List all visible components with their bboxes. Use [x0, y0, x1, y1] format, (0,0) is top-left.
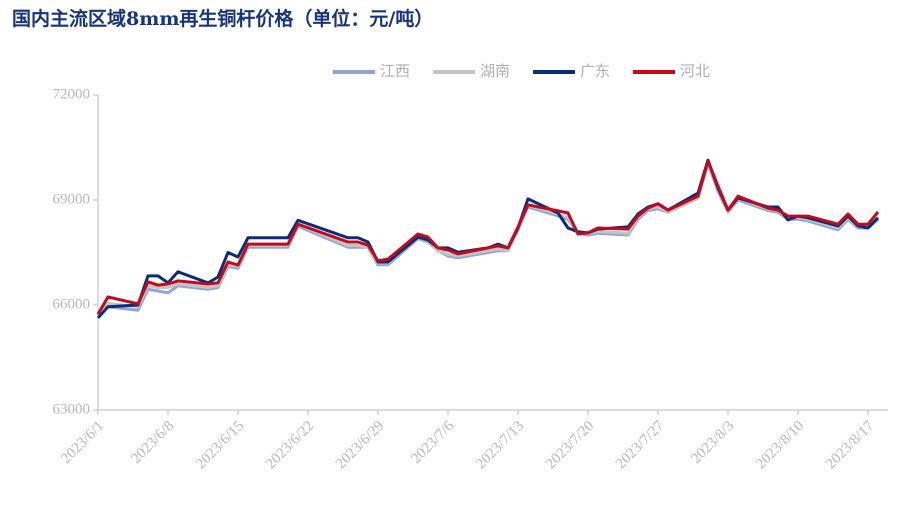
chart-title: 国内主流区域8mm再生铜杆价格（单位：元/吨） [12, 7, 433, 30]
x-tick-label: 2023/6/1 [58, 418, 107, 467]
x-tick-label: 2023/6/15 [193, 418, 247, 472]
y-tick-label: 72000 [53, 86, 91, 102]
series-line [96, 159, 880, 315]
x-tick-label: 2023/8/10 [753, 418, 807, 472]
y-tick-label: 63000 [53, 401, 91, 417]
series-line [96, 160, 879, 315]
series-line [96, 158, 880, 319]
x-tick-label: 2023/7/13 [473, 418, 527, 472]
legend-label: 湖南 [480, 62, 510, 80]
x-tick-label: 2023/8/17 [823, 418, 878, 473]
x-tick-label: 2023/7/20 [543, 418, 597, 472]
x-tick-label: 2023/6/22 [263, 418, 317, 472]
x-tick-label: 2023/8/3 [688, 418, 737, 467]
y-tick-label: 66000 [53, 296, 91, 312]
legend-label: 河北 [680, 62, 710, 80]
y-tick-label: 69000 [53, 191, 91, 207]
x-tick-label: 2023/7/6 [408, 418, 457, 467]
legend-label: 江西 [380, 62, 410, 80]
x-tick-label: 2023/7/27 [613, 418, 668, 473]
x-tick-label: 2023/6/8 [128, 418, 177, 467]
legend-label: 广东 [580, 62, 610, 80]
series-line [97, 161, 879, 317]
x-tick-label: 2023/6/29 [333, 418, 387, 472]
